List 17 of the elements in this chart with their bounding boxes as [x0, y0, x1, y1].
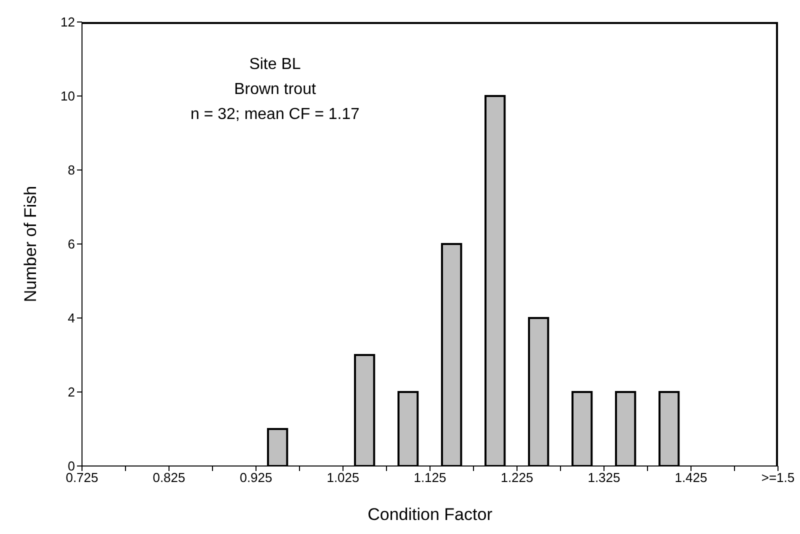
y-axis-title: Number of Fish	[21, 186, 40, 302]
y-tick-label: 6	[68, 236, 75, 252]
y-tick-label: 10	[60, 88, 75, 104]
y-tick-label: 12	[60, 14, 75, 30]
x-tick-label: 1.125	[414, 470, 446, 486]
x-tick-label: 0.925	[240, 470, 272, 486]
x-tick-label: >=1.5	[761, 470, 795, 486]
x-tick-label: 0.825	[152, 470, 186, 486]
annotation: Site BL Brown trout n = 32; mean CF = 1.17	[190, 55, 360, 125]
x-tick-label: 1.425	[674, 470, 708, 486]
y-tick-label: 4	[68, 310, 75, 326]
x-tick-label: 1.225	[500, 470, 534, 486]
x-tick-label: 1.025	[326, 470, 360, 486]
y-tick-label: 8	[68, 162, 75, 178]
x-tick-label: 1.325	[588, 470, 620, 486]
y-tick-label: 2	[68, 384, 75, 400]
x-axis-title: Condition Factor	[368, 505, 493, 524]
